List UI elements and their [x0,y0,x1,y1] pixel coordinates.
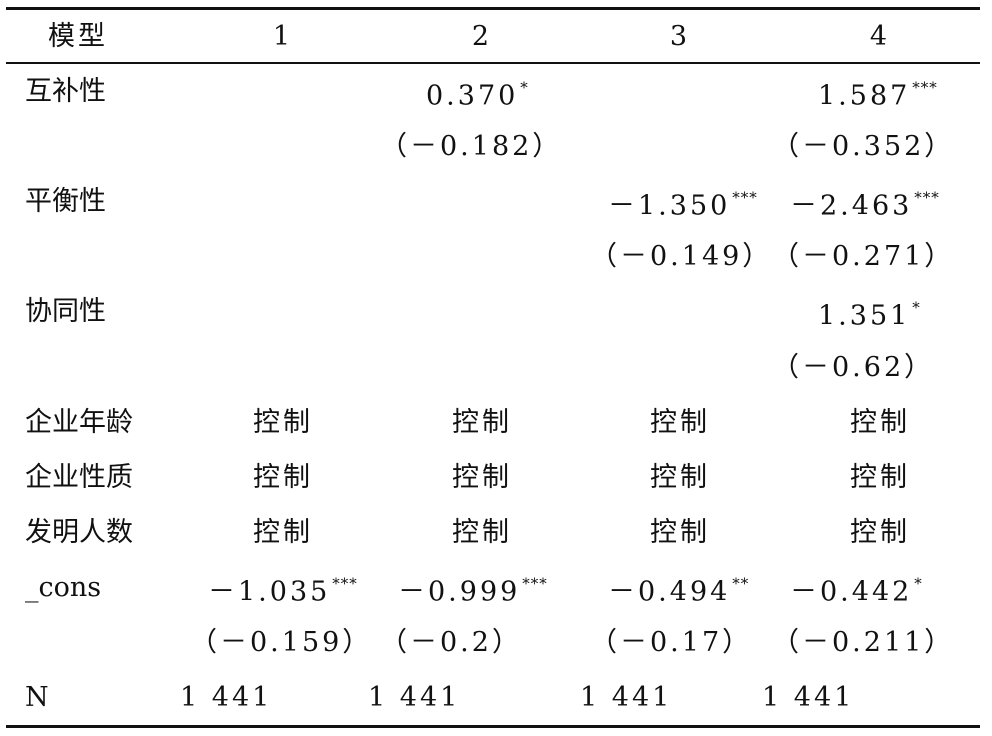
row-label: 企业年龄 [25,406,133,438]
row-label: 企业性质 [25,461,133,493]
cell-value: （－0.211） [772,627,955,658]
cell-value: 1 441 [762,682,855,714]
row-label: 协同性 [25,296,106,328]
cell-value: 控制 [650,461,710,493]
cell-value: （－0.352） [772,131,955,163]
cell: 控制 [650,516,710,550]
cell-value: －0.999 [398,576,521,608]
row-label: 互补性 [25,76,106,107]
cell: 0.370 * [426,71,529,114]
cell: －0.999 *** [398,566,548,609]
cell-value: 1.351 [818,300,911,332]
significance-stars: * [520,78,529,97]
cell: 控制 [850,516,910,550]
header-rule [6,62,980,64]
cell: 1 441 [580,681,672,715]
cell-value: 控制 [850,406,910,438]
cell: －0.442 * [790,566,923,609]
top-rule [6,7,980,10]
row-label: 平衡性 [25,186,106,218]
cell: （－0.352） [772,130,954,164]
cell-value: －0.494 [608,576,731,608]
cell-value: －2.463 [790,190,913,222]
cell-value: 控制 [253,516,313,548]
cell: （－0.62） [772,351,934,385]
cell-value: （－0.62） [772,351,935,383]
cell: 1 441 [368,681,460,715]
significance-stars: * [912,298,921,317]
cell: （－0.17） [590,626,752,660]
row-label: 发明人数 [25,516,133,548]
cell: （－0.149） [590,240,772,274]
header-cell: 1 [272,21,294,52]
cell: （－0.211） [772,626,954,660]
significance-stars: *** [732,188,758,207]
significance-stars: *** [914,188,940,207]
cell-value: （－0.149） [590,241,773,273]
cell-value: 1 441 [368,682,461,714]
cell-value: 控制 [253,406,313,438]
cell: 控制 [253,406,313,440]
cell: 控制 [850,461,910,495]
cell: －2.463 *** [790,181,940,224]
significance-stars: *** [332,574,358,593]
cell-value: （－0.2） [380,627,522,658]
cell-value: （－0.17） [590,627,753,658]
header-cell: 3 [669,21,691,52]
cell: 控制 [253,516,313,550]
cell: 控制 [452,516,512,550]
cell: －1.035 *** [208,566,358,609]
cell-value: 控制 [253,461,313,493]
row-label: N [25,682,49,714]
cell-value: 控制 [650,516,710,548]
cell-value: 控制 [452,516,512,548]
significance-stars: * [914,574,923,593]
cell: 1.351 * [818,291,921,334]
cell-value: 控制 [650,406,710,438]
cell-value: －0.442 [790,576,913,608]
cell: 控制 [650,406,710,440]
bottom-rule [6,725,980,728]
cell-value: （－0.182） [380,131,563,163]
cell: 1 441 [180,681,272,715]
cell: （－0.182） [380,130,562,164]
cell: 控制 [253,461,313,495]
cell-value: －1.035 [208,576,331,608]
cell: －1.350 *** [608,181,758,224]
cell-value: 1.587 [818,80,911,112]
header-cell: 2 [471,21,493,52]
cell-value: 0.370 [426,80,519,112]
cell-value: －1.350 [608,190,731,222]
cell: 控制 [850,406,910,440]
cell-value: 控制 [850,516,910,548]
significance-stars: ** [732,574,750,593]
header-cell: 4 [869,21,891,52]
cell-value: 1 441 [180,682,273,714]
cell: （－0.271） [772,240,954,274]
cell: （－0.159） [190,626,372,660]
cell: 控制 [452,406,512,440]
cell-value: （－0.159） [190,627,373,658]
cell: 控制 [452,461,512,495]
cell: －0.494 ** [608,566,749,609]
cell-value: 控制 [452,461,512,493]
cell-value: 1 441 [580,682,673,714]
significance-stars: *** [522,574,548,593]
cell-value: 控制 [452,406,512,438]
cell: 1.587 *** [818,71,938,114]
significance-stars: *** [912,78,938,97]
cell: 1 441 [762,681,854,715]
header-cell: 模型 [48,21,108,52]
cell-value: （－0.271） [772,241,955,273]
cell-value: 控制 [850,461,910,493]
cell: （－0.2） [380,626,522,660]
row-label: _cons [25,571,102,603]
cell: 控制 [650,461,710,495]
